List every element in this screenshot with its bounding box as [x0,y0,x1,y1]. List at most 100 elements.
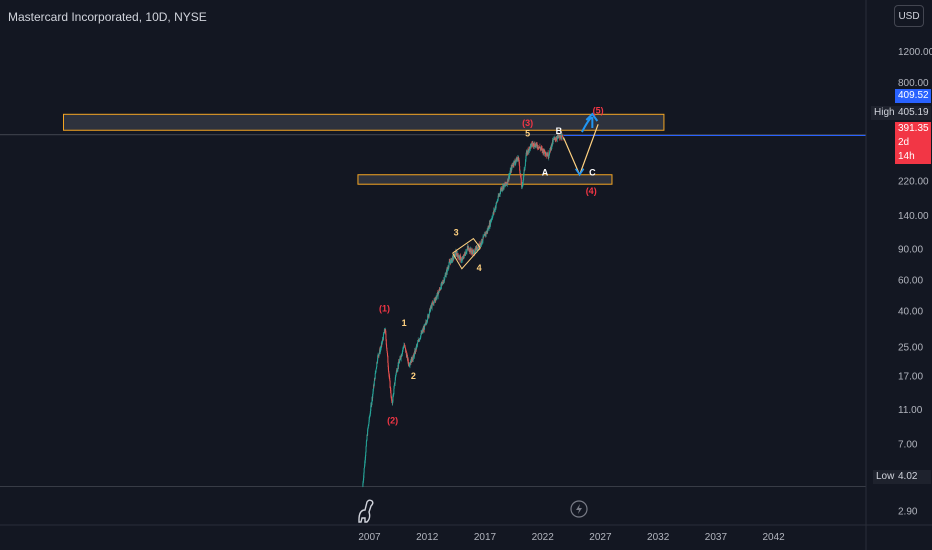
candle-170 [416,344,418,350]
candle-55 [379,346,381,355]
y-tick-label: 1200.00 [898,47,932,58]
candle-542 [533,146,535,150]
candle-436 [500,186,502,194]
candle-62 [381,337,383,344]
wave-label-12: (5) [593,106,604,116]
candle-258 [443,278,445,283]
candle-619 [558,132,560,139]
high-value-tag: 405.19 [895,106,931,120]
candle-575 [544,149,546,153]
candle-329 [466,248,468,255]
candle-358 [475,245,477,251]
candles-layer [362,132,564,488]
wave-label-4: 3 [454,228,459,238]
up-arrow [581,116,594,133]
candle-484 [515,160,517,165]
dinosaur-logo-icon[interactable] [358,499,374,523]
lines-layer [0,134,866,488]
x-tick-label: 2027 [589,532,612,543]
candle-281 [451,259,453,264]
candle-247 [440,283,442,290]
candle-296 [455,250,457,257]
candle-551 [536,141,538,149]
candle-483 [515,159,517,167]
candle-360 [476,245,478,251]
currency-button[interactable]: USD [894,5,924,27]
candle-422 [495,202,497,209]
x-axis[interactable]: 2007 2012 2017 2022 2027 2032 2037 2042 [0,524,932,543]
lightning-icon[interactable] [570,500,588,518]
candle-632 [562,134,564,138]
y-tick-label: 2.90 [898,507,918,518]
candle-144 [407,359,409,367]
x-tick-label: 2032 [647,532,670,543]
candle-113 [398,359,400,369]
candle-522 [527,147,529,155]
candle-104 [395,374,397,379]
candle-166 [414,348,416,355]
candle-79 [387,354,389,363]
candle-375 [480,243,482,247]
y-axis[interactable]: 1200.00800.00560.00380.00220.00140.0090.… [865,0,932,550]
wave-label-3: 2 [411,371,416,381]
candle-41 [375,369,377,374]
candle-380 [482,234,484,244]
candle-504 [521,181,523,189]
candle-428 [497,192,499,202]
candle-229 [434,297,436,302]
candle-211 [429,308,431,314]
x-tick-label: 2017 [474,532,497,543]
wave-label-8: A [542,167,549,177]
candle-533 [530,141,532,149]
candle-495 [518,160,520,167]
candle-59 [381,340,383,348]
y-tick-label: 60.00 [898,276,923,287]
candle-548 [535,144,537,148]
candle-344 [471,251,473,255]
candle-81 [387,365,389,373]
candle-138 [406,350,408,359]
candle-191 [422,325,424,334]
candle-321 [463,251,465,259]
candle-275 [449,258,451,263]
candle-49 [377,354,379,359]
last-price-tag: 391.35 [895,122,931,136]
candle-444 [502,186,504,191]
wave-label-11: (4) [586,186,597,196]
candle-10 [365,445,367,453]
candle-200 [425,320,427,325]
candle-602 [552,136,554,145]
candle-544 [534,141,536,147]
candle-31 [372,393,374,402]
candle-463 [508,173,510,180]
candle-600 [552,138,554,147]
candle-238 [437,292,439,300]
chart-title: Mastercard Incorporated, 10D, NYSE [8,10,207,24]
candle-39 [374,370,376,380]
candle-235 [436,293,438,299]
candle-33 [372,388,374,394]
candle-589 [548,151,550,158]
high-label: High [871,106,898,120]
wave-label-2: 1 [402,318,407,328]
candle-106 [395,370,397,375]
candle-510 [523,167,525,176]
candle-100 [393,381,395,387]
candle-40 [375,372,377,375]
candle-560 [539,143,541,149]
y-tick-label: 220.00 [898,176,929,187]
y-tick-label: 90.00 [898,245,923,256]
candle-86 [389,380,391,389]
candle-519 [526,150,528,156]
y-tick-label: 25.00 [898,342,923,353]
candle-51 [378,353,380,358]
low-value-tag: 4.02 [895,470,931,484]
candle-173 [417,340,419,347]
candle-535 [531,142,533,147]
wave-label-1: (2) [387,416,398,426]
candle-219 [431,301,433,311]
candle-183 [420,334,422,340]
y-tick-label: 140.00 [898,211,929,222]
candle-497 [519,169,521,176]
